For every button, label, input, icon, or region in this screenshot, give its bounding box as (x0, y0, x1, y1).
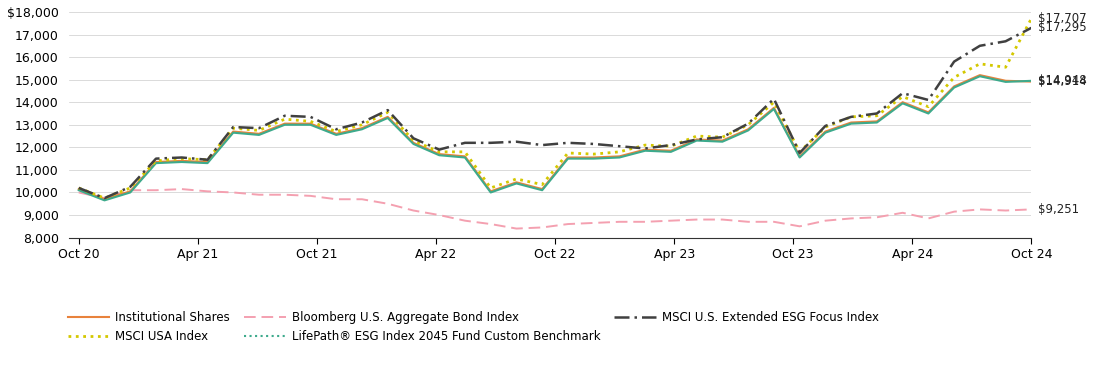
Legend: Institutional Shares, MSCI USA Index, Bloomberg U.S. Aggregate Bond Index, LifeP: Institutional Shares, MSCI USA Index, Bl… (63, 307, 883, 348)
Text: $14,948: $14,948 (1038, 74, 1087, 87)
Text: $17,295: $17,295 (1038, 21, 1087, 34)
Text: $14,914: $14,914 (1038, 75, 1087, 88)
Text: $17,707: $17,707 (1038, 12, 1087, 25)
Text: $9,251: $9,251 (1038, 203, 1080, 216)
